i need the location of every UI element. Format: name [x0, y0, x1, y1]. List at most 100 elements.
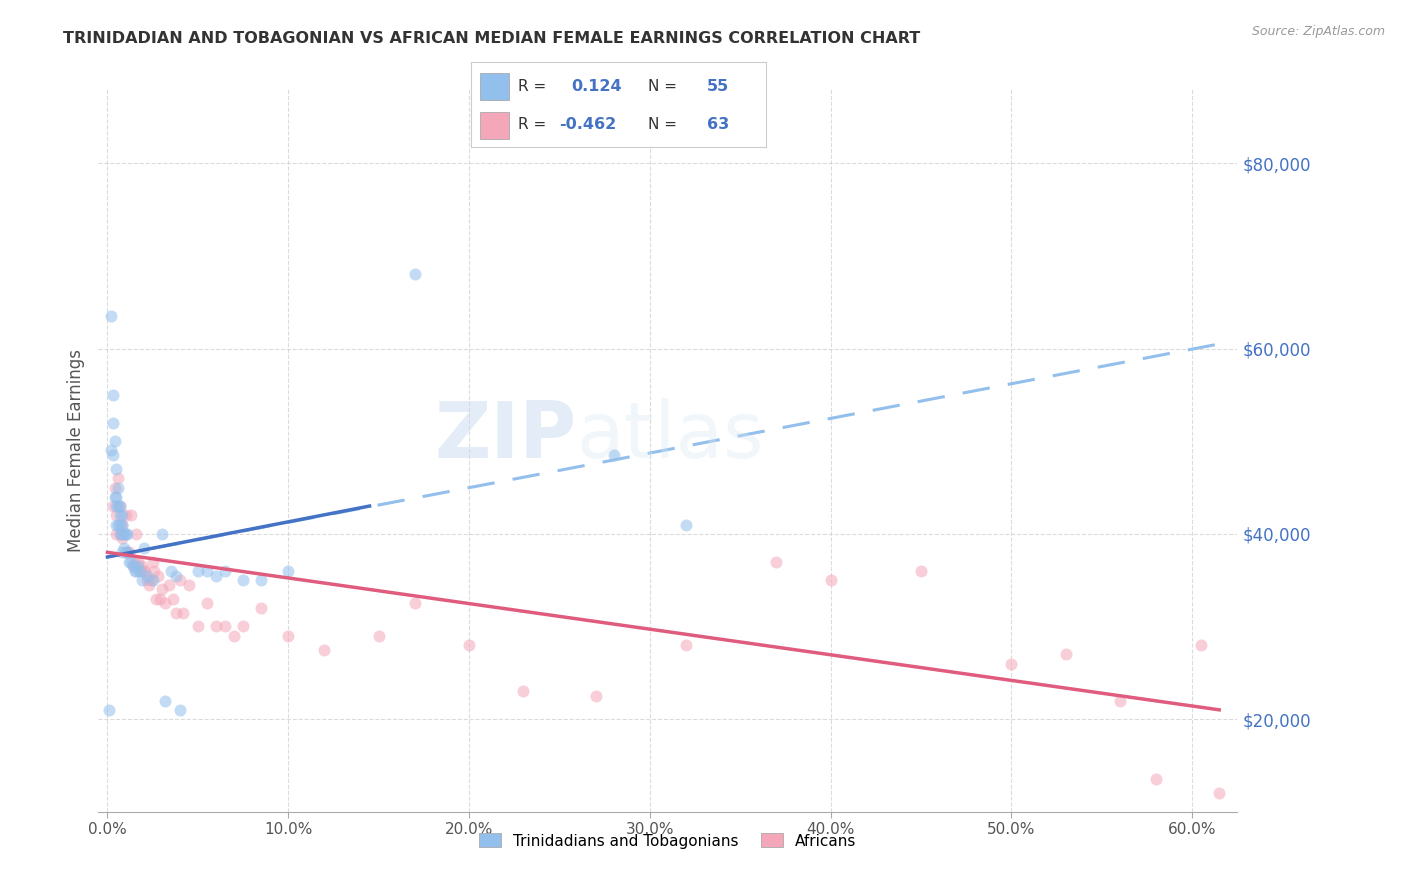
Point: [108, 517, 131, 532]
Point: [114, 545, 136, 559]
Point: [101, 388, 124, 402]
Point: [117, 526, 139, 541]
Point: [117, 545, 139, 559]
Text: 63: 63: [707, 117, 730, 132]
Point: [820, 573, 842, 587]
Point: [107, 481, 129, 495]
Point: [187, 619, 209, 633]
Point: [142, 573, 165, 587]
Text: 0.124: 0.124: [571, 78, 621, 94]
Point: [162, 591, 184, 606]
Point: [108, 526, 131, 541]
Point: [136, 568, 159, 582]
Point: [112, 526, 135, 541]
Point: [404, 596, 426, 610]
Point: [165, 606, 187, 620]
Point: [111, 526, 134, 541]
Point: [155, 693, 177, 707]
Point: [111, 545, 134, 559]
Text: -0.462: -0.462: [560, 117, 617, 132]
Text: TRINIDADIAN AND TOBAGONIAN VS AFRICAN MEDIAN FEMALE EARNINGS CORRELATION CHART: TRINIDADIAN AND TOBAGONIAN VS AFRICAN ME…: [63, 31, 921, 46]
Point: [314, 642, 336, 657]
Point: [101, 499, 124, 513]
Point: [132, 564, 155, 578]
Point: [250, 573, 273, 587]
Point: [150, 582, 173, 597]
Point: [124, 564, 146, 578]
Point: [1054, 647, 1077, 661]
Point: [107, 517, 129, 532]
Text: Source: ZipAtlas.com: Source: ZipAtlas.com: [1251, 25, 1385, 38]
Point: [131, 559, 153, 574]
Point: [104, 481, 127, 495]
Point: [177, 578, 200, 592]
Point: [101, 448, 124, 462]
Point: [205, 619, 228, 633]
Point: [155, 596, 177, 610]
Point: [602, 448, 624, 462]
Point: [675, 638, 697, 652]
Point: [765, 555, 787, 569]
Point: [107, 471, 129, 485]
Text: N =: N =: [648, 117, 678, 132]
Point: [169, 703, 191, 717]
Point: [105, 526, 128, 541]
Point: [121, 559, 143, 574]
Point: [120, 555, 142, 569]
Text: atlas: atlas: [576, 398, 765, 474]
Bar: [479, 112, 509, 139]
Point: [146, 568, 169, 582]
Point: [131, 573, 153, 587]
Point: [169, 573, 191, 587]
Point: [111, 517, 134, 532]
Point: [195, 596, 218, 610]
Point: [121, 559, 143, 574]
Point: [205, 568, 228, 582]
Point: [108, 499, 131, 513]
Point: [277, 629, 299, 643]
Point: [1144, 772, 1167, 787]
Point: [1189, 638, 1212, 652]
Bar: [479, 72, 509, 100]
Point: [108, 499, 131, 513]
Point: [222, 629, 245, 643]
Point: [114, 526, 136, 541]
Text: 55: 55: [707, 78, 730, 94]
Point: [111, 532, 134, 546]
Point: [104, 490, 127, 504]
Point: [118, 555, 141, 569]
Point: [105, 517, 128, 532]
Legend: Trinidadians and Tobagonians, Africans: Trinidadians and Tobagonians, Africans: [474, 828, 862, 855]
Point: [404, 268, 426, 282]
Text: ZIP: ZIP: [434, 398, 576, 474]
Point: [195, 564, 218, 578]
Point: [100, 443, 122, 458]
Point: [125, 526, 148, 541]
Text: R =: R =: [519, 117, 547, 132]
Point: [157, 578, 180, 592]
Point: [108, 526, 131, 541]
Y-axis label: Median Female Earnings: Median Female Earnings: [66, 349, 84, 552]
Point: [172, 606, 194, 620]
Point: [117, 545, 139, 559]
Point: [277, 564, 299, 578]
Point: [118, 545, 141, 559]
Point: [111, 517, 134, 532]
Point: [111, 508, 134, 523]
Point: [585, 689, 607, 703]
Point: [105, 490, 128, 504]
Point: [120, 508, 142, 523]
Point: [124, 555, 146, 569]
Point: [114, 545, 136, 559]
Point: [143, 564, 166, 578]
Point: [114, 508, 136, 523]
Point: [105, 462, 128, 476]
Point: [129, 564, 152, 578]
Point: [232, 573, 254, 587]
Point: [910, 564, 932, 578]
Point: [136, 573, 159, 587]
Point: [125, 564, 148, 578]
Point: [101, 416, 124, 430]
Point: [127, 559, 149, 574]
Point: [105, 508, 128, 523]
